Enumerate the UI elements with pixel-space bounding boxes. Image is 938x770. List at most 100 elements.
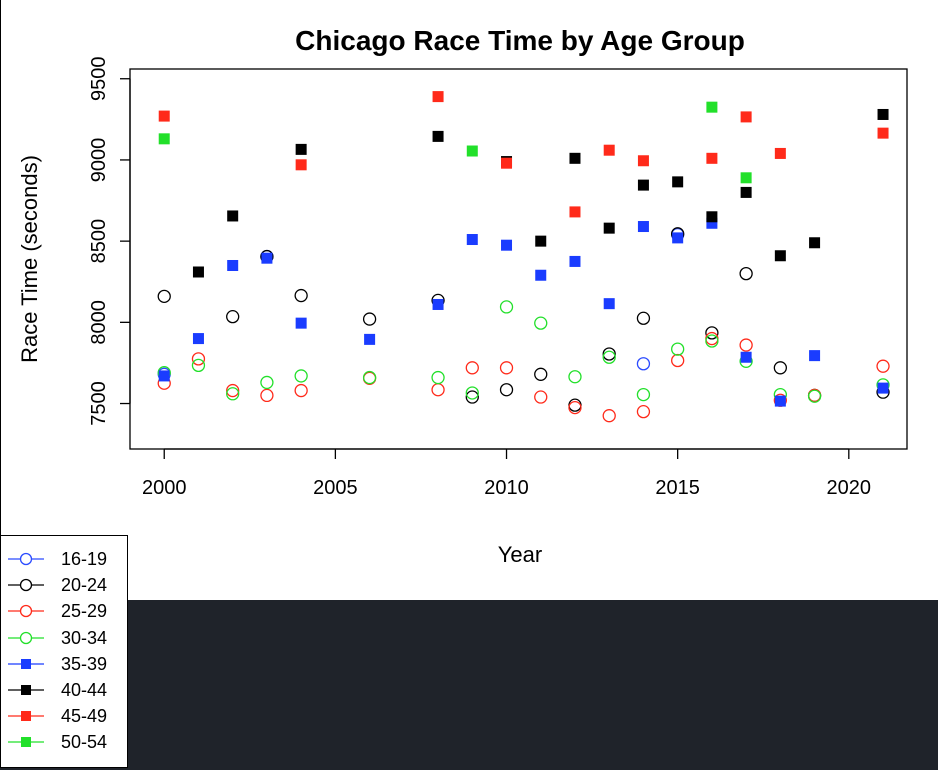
legend: 16-19 20-24 25-29 30-34 35-39 40-44 45-49 50-54 — [0, 535, 128, 768]
y-tick-label: 9000 — [88, 138, 110, 183]
series-45-49 — [158, 91, 889, 218]
data-point — [637, 221, 649, 233]
data-point — [295, 143, 307, 155]
data-point — [807, 389, 822, 403]
legend-marker — [8, 685, 44, 695]
data-point — [809, 237, 821, 249]
data-point — [706, 217, 718, 229]
data-point — [501, 157, 513, 169]
data-point — [535, 235, 547, 247]
data-point — [876, 359, 890, 373]
data-point — [260, 388, 274, 403]
legend-label: 40-44 — [61, 680, 108, 700]
data-point — [740, 186, 752, 198]
legend-marker — [8, 737, 44, 748]
legend-item: 25-29 — [1, 599, 129, 623]
x-tick-label: 2010 — [484, 477, 529, 499]
data-point — [637, 179, 649, 191]
data-point — [465, 390, 479, 404]
scatter-chart: Chicago Race Time by Age Group 2000 2005 2… — [17, 25, 908, 567]
legend-label: 25-29 — [61, 601, 108, 622]
series-35-39 — [158, 217, 889, 407]
data-point — [637, 155, 649, 167]
data-point — [158, 370, 170, 382]
data-point — [466, 145, 478, 157]
data-point — [636, 357, 651, 371]
legend-item: 40-44 — [1, 678, 129, 702]
data-point — [362, 370, 377, 385]
data-point — [774, 250, 786, 262]
legend-label: 20-24 — [61, 575, 108, 596]
data-point — [535, 269, 547, 281]
legend-item: 16-19 — [1, 547, 129, 571]
data-point — [432, 91, 444, 103]
data-point — [260, 375, 274, 390]
data-point — [739, 266, 753, 281]
x-tick-label: 2000 — [142, 477, 187, 499]
data-point — [569, 206, 581, 218]
legend-item: 20-24 — [1, 573, 129, 597]
data-point — [602, 350, 616, 364]
legend-item: 35-39 — [1, 652, 129, 676]
data-point — [877, 108, 889, 120]
data-point — [602, 409, 616, 423]
data-point — [295, 317, 307, 329]
data-point — [226, 383, 240, 398]
data-point — [773, 361, 788, 375]
legend-marker — [8, 711, 44, 722]
data-point — [465, 361, 479, 375]
legend-label: 45-49 — [61, 706, 108, 727]
data-point — [568, 400, 582, 415]
data-point — [192, 266, 204, 278]
data-point — [501, 239, 513, 251]
data-point — [191, 358, 206, 373]
data-point — [636, 311, 651, 325]
data-point — [432, 130, 444, 142]
data-point — [261, 252, 273, 264]
data-point — [362, 312, 377, 326]
x-tick-label: 2005 — [313, 477, 358, 499]
data-point — [636, 404, 651, 419]
data-point — [294, 369, 308, 383]
y-tick-label: 7500 — [88, 381, 110, 426]
legend-item: 50-54 — [1, 730, 129, 754]
data-point — [603, 298, 615, 310]
legend-label: 50-54 — [61, 732, 108, 753]
data-point — [294, 288, 308, 303]
data-point — [877, 127, 889, 139]
series-40-44 — [192, 108, 889, 278]
data-point — [706, 211, 718, 223]
data-point — [364, 333, 376, 345]
data-point — [740, 172, 752, 184]
data-point — [569, 255, 581, 267]
data-point — [671, 342, 685, 356]
legend-marker — [8, 605, 44, 618]
data-point — [466, 234, 478, 246]
data-point — [227, 210, 239, 222]
data-point — [226, 387, 240, 401]
legend-item: 45-49 — [1, 704, 129, 728]
data-point — [295, 159, 307, 171]
data-point — [740, 111, 752, 123]
chart-title: Chicago Race Time by Age Group — [295, 25, 745, 56]
y-tick-label: 8000 — [88, 300, 110, 345]
data-point — [603, 222, 615, 234]
data-point — [158, 110, 170, 122]
x-tick-label: 2020 — [827, 477, 872, 499]
dark-background-panel — [0, 600, 938, 770]
data-point — [705, 334, 719, 348]
legend-marker — [8, 658, 44, 669]
data-point — [431, 383, 445, 397]
legend-label: 16-19 — [61, 549, 108, 569]
data-point — [809, 350, 821, 362]
data-point — [499, 361, 514, 375]
left-border — [0, 0, 1, 535]
data-point — [294, 383, 308, 398]
data-point — [158, 133, 170, 145]
data-point — [499, 383, 514, 397]
legend-marker — [8, 631, 44, 644]
data-point — [706, 152, 718, 164]
y-tick-label: 9500 — [88, 56, 110, 101]
data-point — [227, 259, 239, 271]
legend-marker — [8, 579, 44, 592]
